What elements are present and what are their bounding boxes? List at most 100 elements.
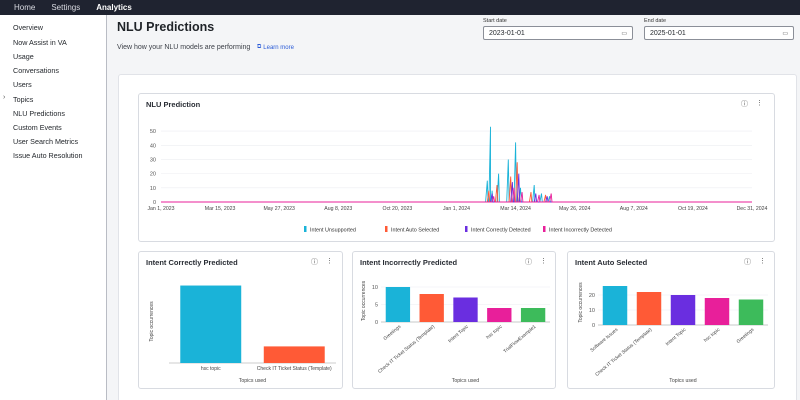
bar [670,295,696,325]
x-tick-label: Dec 31, 2024 [737,206,768,212]
y-tick-label: 30 [150,157,156,163]
series-line [161,173,752,203]
info-icon[interactable]: ⓘ [744,259,751,266]
correct-card-title: Intent Correctly Predicted [146,258,238,267]
y-tick-label: 5 [375,303,378,309]
y-tick-label: 40 [150,143,156,149]
series-line [161,162,752,203]
x-tick-label: Mar 14, 2024 [500,206,531,212]
nlu-prediction-card: NLU Prediction ⓘ ⋮ 0 10 20 30 40 50 Jan 1, 202… [138,93,775,242]
y-tick-label: 20 [589,293,595,299]
more-menu-icon[interactable]: ⋮ [326,258,333,265]
bar [738,299,764,325]
x-tick-label: Jan 1, 2023 [147,206,174,212]
start-date-label: Start date [483,18,507,24]
main-content: NLU Predictions View how your NLU models… [107,15,800,400]
legend-label: Intent Unsupported [310,228,356,234]
x-tick-label: Aug 8, 2023 [324,206,352,212]
external-link-icon: ⧉ [257,44,262,50]
legend-label: Intent Correctly Detected [471,228,531,234]
auto-selected-card: Intent Auto Selected ⓘ ⋮ 0 10 20 Topic occu… [567,251,775,389]
tab-home[interactable]: Home [14,3,36,12]
calendar-icon[interactable]: ▭ [621,30,627,37]
info-icon[interactable]: ⓘ [525,259,532,266]
bar [419,294,444,322]
legend-label: Intent Incorrectly Detected [549,228,612,234]
start-date-input[interactable]: 2023-01-01 ▭ [483,26,633,40]
x-tick-label: hsc topic [703,327,722,344]
nlu-prediction-title: NLU Prediction [146,100,201,109]
info-icon[interactable]: ⓘ [741,101,748,108]
sidebar-item-issue-auto-resolution[interactable]: Issue Auto Resolution [13,151,83,160]
x-tick-label: Aug 7, 2024 [620,206,648,212]
y-axis-label: Topic occurrences [578,282,584,323]
more-menu-icon[interactable]: ⋮ [759,258,766,265]
bar [487,308,512,322]
page-title: NLU Predictions [117,20,215,34]
y-tick-label: 0 [153,200,156,206]
incorrect-bar-chart: 0 5 10 Topic occurrences Topics used Greeting… [361,280,550,384]
legend-swatch [304,226,307,232]
info-icon[interactable]: ⓘ [311,259,318,266]
bar [602,286,628,325]
y-tick-label: 50 [150,129,156,135]
x-tick-label: Check IT Ticket Status (Template) [594,327,653,378]
x-tick-label: Jan 1, 2024 [443,206,470,212]
incorrect-card: Intent Incorrectly Predicted ⓘ ⋮ 0 5 10 Top… [352,251,556,389]
tab-settings[interactable]: Settings [51,3,81,12]
calendar-icon[interactable]: ▭ [782,30,788,37]
x-tick-label: Check IT Ticket Status (Template) [377,324,436,375]
charts-container: NLU Prediction ⓘ ⋮ 0 10 20 30 40 50 Jan 1, 202… [118,74,797,400]
nlu-prediction-chart: 0 10 20 30 40 50 Jan 1, 2023 Mar 15, 2023 May 27… [147,126,768,234]
sidebar-item-overview[interactable]: Overview [13,23,43,32]
auto-selected-bar-chart: 0 10 20 Topic occurrences Topics used Softwar… [578,282,768,384]
bar [704,298,730,325]
sidebar-item-topics[interactable]: Topics [13,95,34,104]
sidebar-item-conversations[interactable]: Conversations [13,66,59,75]
x-tick-label: Oct 20, 2023 [383,206,413,212]
x-tick-label: Oct 19, 2024 [678,206,708,212]
bar [385,287,411,322]
y-tick-label: 0 [375,320,378,326]
sidebar-item-user-search-metrics[interactable]: User Search Metrics [13,137,79,146]
end-date-label: End date [644,18,667,24]
sidebar-item-users[interactable]: Users [13,80,32,89]
chevron-right-icon[interactable]: › [3,94,6,101]
legend-swatch [385,226,388,232]
bar [636,292,662,325]
series-line [161,187,752,203]
x-tick-label: Greetings [735,327,755,345]
start-date-value: 2023-01-01 [489,29,525,37]
series-line [161,126,752,203]
more-menu-icon[interactable]: ⋮ [540,258,547,265]
bar [180,285,242,363]
y-tick-label: 0 [592,323,595,329]
tab-analytics[interactable]: Analytics [96,3,132,12]
sidebar-item-custom-events[interactable]: Custom Events [13,123,62,132]
page-subtitle: View how your NLU models are performing [117,44,251,51]
learn-more-label: Learn more [263,44,294,51]
legend-swatch [465,226,468,232]
x-axis-label: Topics used [669,378,697,384]
y-axis-label: Topic occurrences [361,280,367,321]
y-tick-label: 10 [150,186,156,192]
more-menu-icon[interactable]: ⋮ [756,100,763,107]
legend-label: Intent Auto Selected [391,228,439,234]
x-tick-label: Check IT Ticket Status (Template) [257,366,332,372]
x-tick-label: Mar 15, 2023 [205,206,236,212]
sidebar: Overview Now Assist in VA Usage Conversa… [0,15,107,400]
sidebar-item-usage[interactable]: Usage [13,52,34,61]
x-tick-label: May 26, 2024 [559,206,591,212]
sidebar-item-now-assist[interactable]: Now Assist in VA [13,38,67,47]
x-tick-label: Software Issues [589,327,619,354]
x-tick-label: Greetings [382,324,402,342]
sidebar-item-nlu-predictions[interactable]: NLU Predictions [13,109,65,118]
x-tick-label: hsc topic [201,366,221,372]
auto-selected-card-title: Intent Auto Selected [575,258,648,267]
learn-more-link[interactable]: ⧉ Learn more [257,44,294,51]
end-date-input[interactable]: 2025-01-01 ▭ [644,26,794,40]
x-axis-label: Topics used [239,378,267,384]
x-axis-label: Topics used [452,378,480,384]
x-tick-label: Intent Topic [447,324,470,345]
bar [263,346,325,363]
